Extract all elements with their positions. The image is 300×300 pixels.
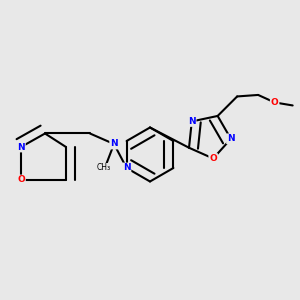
Text: N: N	[188, 117, 196, 126]
Text: N: N	[123, 164, 130, 172]
Text: O: O	[17, 176, 25, 184]
Text: N: N	[17, 142, 25, 152]
Text: O: O	[209, 154, 217, 163]
Text: N: N	[227, 134, 235, 143]
Text: N: N	[110, 140, 118, 148]
Text: O: O	[271, 98, 278, 107]
Text: CH₃: CH₃	[96, 164, 111, 172]
